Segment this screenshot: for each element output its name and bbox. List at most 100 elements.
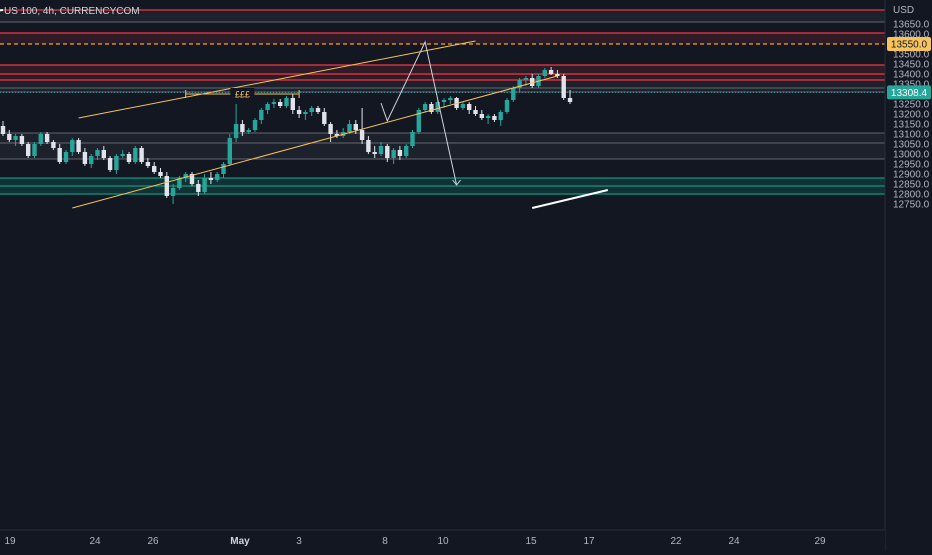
candle-body bbox=[366, 140, 371, 152]
y-tick-label: 13600.0 bbox=[893, 30, 930, 41]
candle-body bbox=[555, 74, 560, 76]
candle-body bbox=[422, 104, 428, 110]
candle-body bbox=[359, 130, 365, 140]
x-tick-label: 19 bbox=[4, 536, 16, 547]
candle-body bbox=[38, 134, 43, 144]
y-tick-label: 12750.0 bbox=[893, 200, 930, 211]
candle-body bbox=[460, 104, 466, 108]
bracket-annotation: £££ bbox=[235, 90, 250, 100]
symbol-label: US 100, 4h, CURRENCYCOM bbox=[4, 6, 140, 17]
candle-body bbox=[126, 154, 132, 162]
currency-label: USD bbox=[893, 5, 914, 16]
projection-arrowhead bbox=[452, 179, 461, 186]
wedge-upper-line bbox=[78, 40, 476, 119]
candle-body bbox=[57, 148, 62, 162]
y-tick-label: 13350.0 bbox=[893, 80, 930, 91]
candle-body bbox=[7, 134, 12, 140]
candle-body bbox=[44, 134, 50, 142]
candle-body bbox=[347, 124, 352, 132]
candle-body bbox=[63, 152, 69, 162]
y-tick-label: 13650.0 bbox=[893, 20, 930, 31]
y-tick-label: 13250.0 bbox=[893, 100, 930, 111]
time-axis bbox=[0, 530, 885, 550]
candle-body bbox=[51, 142, 56, 148]
candle-body bbox=[530, 78, 535, 86]
candles bbox=[0, 67, 573, 204]
candle-body bbox=[240, 124, 245, 132]
level-price-tag bbox=[887, 37, 931, 51]
candle-body bbox=[265, 104, 270, 110]
candle-body bbox=[26, 144, 31, 156]
x-tick-label: 10 bbox=[437, 536, 449, 547]
candle-body bbox=[170, 188, 176, 196]
candle-body bbox=[158, 172, 163, 176]
candle-body bbox=[259, 110, 264, 120]
candle-body bbox=[504, 100, 510, 112]
candle-body bbox=[523, 78, 529, 80]
candle-body bbox=[82, 152, 88, 164]
candle-body bbox=[435, 102, 440, 112]
candle-body bbox=[479, 114, 484, 118]
y-tick-label: 12800.0 bbox=[893, 190, 930, 201]
y-tick-label: 13150.0 bbox=[893, 120, 930, 131]
candle-body bbox=[252, 120, 258, 130]
candle-body bbox=[164, 176, 169, 196]
candle-body bbox=[429, 104, 434, 112]
candle-body bbox=[76, 140, 81, 152]
candle-body bbox=[0, 126, 6, 134]
range-zone bbox=[0, 88, 885, 92]
candle-body bbox=[309, 108, 314, 112]
candle-body bbox=[315, 108, 321, 112]
x-tick-label: 24 bbox=[728, 536, 740, 547]
x-tick-label: 24 bbox=[89, 536, 101, 547]
wedge-lower-line bbox=[72, 75, 558, 209]
candle-body bbox=[410, 132, 415, 146]
candle-body bbox=[278, 102, 283, 106]
candle-body bbox=[215, 174, 220, 180]
range-zone bbox=[0, 80, 885, 88]
candle-body bbox=[404, 146, 409, 156]
candle-body bbox=[32, 144, 37, 156]
candle-body bbox=[397, 150, 403, 156]
candle-body bbox=[322, 112, 327, 124]
range-zone bbox=[0, 10, 885, 22]
y-tick-label: 13450.0 bbox=[893, 60, 930, 71]
candle-body bbox=[114, 156, 119, 170]
candle-body bbox=[139, 148, 144, 162]
current-price-label: 13308.4 bbox=[891, 88, 928, 99]
candle-body bbox=[246, 130, 251, 132]
range-zone bbox=[0, 133, 885, 159]
y-tick-label: 13000.0 bbox=[893, 150, 930, 161]
y-tick-label: 13400.0 bbox=[893, 70, 930, 81]
y-tick-label: 13500.0 bbox=[893, 50, 930, 61]
annotation-bg bbox=[230, 88, 255, 100]
candle-body bbox=[208, 178, 214, 180]
candle-body bbox=[271, 102, 277, 104]
candle-body bbox=[548, 70, 554, 74]
candle-body bbox=[485, 116, 491, 118]
candle-body bbox=[13, 136, 18, 140]
candle-body bbox=[221, 164, 226, 174]
y-tick-label: 12850.0 bbox=[893, 180, 930, 191]
candle-body bbox=[145, 162, 151, 166]
candle-body bbox=[391, 150, 396, 158]
x-tick-label: 15 bbox=[525, 536, 537, 547]
y-tick-label: 13200.0 bbox=[893, 110, 930, 121]
candle-body bbox=[183, 174, 188, 178]
candle-body bbox=[290, 98, 295, 110]
resistance-zone bbox=[0, 65, 885, 80]
y-tick-label: 13100.0 bbox=[893, 130, 930, 141]
candle-body bbox=[517, 80, 522, 88]
candle-body bbox=[542, 70, 547, 76]
candle-body bbox=[196, 184, 201, 192]
trend-line bbox=[531, 189, 609, 209]
candle-body bbox=[101, 150, 106, 158]
candle-body bbox=[19, 136, 25, 144]
x-tick-label: 22 bbox=[670, 536, 682, 547]
x-tick-label: May bbox=[230, 536, 250, 547]
current-price-tag bbox=[887, 85, 931, 100]
candle-body bbox=[448, 98, 453, 100]
candle-body bbox=[189, 174, 195, 184]
